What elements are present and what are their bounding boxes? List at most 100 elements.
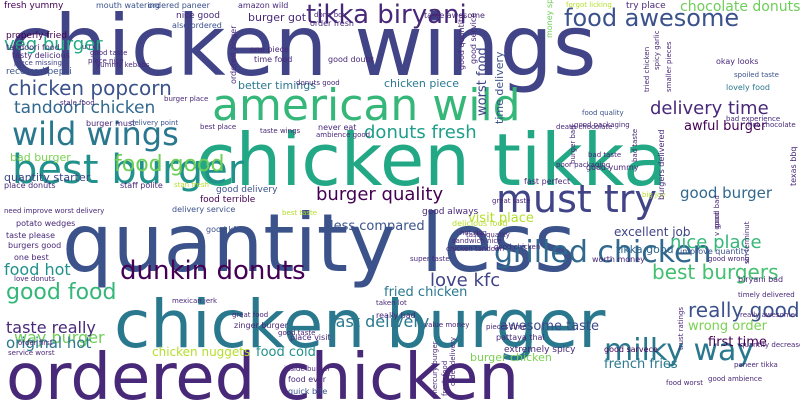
word: stan fresh — [174, 181, 209, 189]
word: forgot licking — [566, 1, 612, 9]
word: good doubt — [328, 55, 374, 64]
word: wild wings — [12, 115, 179, 153]
word: taken lot — [376, 299, 407, 307]
word: quick bite — [288, 387, 328, 396]
word: received pepsi — [6, 67, 72, 77]
word: must try — [496, 177, 657, 221]
word-vertical: order delivery — [449, 337, 457, 386]
word: delicious food — [452, 219, 508, 228]
word: burgers good — [8, 241, 62, 250]
word: fresh yummy — [4, 1, 64, 11]
word-vertical: fresh food — [441, 360, 449, 396]
word: pattaya thai — [496, 333, 545, 342]
word: hot dog — [460, 229, 487, 237]
word: burger chicken — [470, 351, 552, 364]
word: delivery service — [172, 205, 236, 214]
word: best place — [200, 123, 237, 131]
word-vertical: texas bbq — [789, 146, 798, 187]
word: improve quantity — [680, 247, 749, 256]
word: pieces time — [486, 323, 527, 331]
word: place nice — [88, 57, 124, 65]
word: awesome taste — [500, 319, 600, 334]
word: really good — [688, 298, 800, 322]
word: piece missing — [14, 59, 62, 67]
word: milky way — [604, 333, 755, 368]
word: delivery time — [650, 98, 769, 119]
word: extremely spicy — [504, 345, 576, 355]
word: worth money — [592, 255, 645, 264]
word: good taste — [278, 329, 316, 337]
word: tikka good — [616, 243, 674, 256]
word: need improve worst delivery — [4, 207, 105, 215]
word: love kfc — [430, 270, 501, 291]
word: donuts fresh — [364, 122, 477, 143]
word: fried chicken — [384, 285, 468, 300]
word: stale food — [60, 99, 95, 107]
word: good packaging — [574, 121, 630, 129]
word: good ambience — [708, 375, 763, 383]
word: grilled chicken — [494, 235, 712, 270]
word: chicken nuggets — [152, 345, 251, 359]
word-vertical: good quantity — [457, 14, 466, 70]
word: wrong order — [688, 319, 767, 334]
word: food worst — [666, 379, 703, 387]
word: food quality — [582, 109, 624, 117]
word: tikka biryani — [306, 0, 467, 30]
word: food awesome — [564, 4, 740, 32]
word: great food — [232, 311, 269, 319]
word: place visit — [290, 333, 331, 342]
word: ambience good — [316, 131, 371, 139]
word: visit place — [468, 211, 534, 226]
word: good sarvece — [604, 345, 658, 354]
word: bad burger — [10, 151, 71, 164]
word: really bad — [376, 311, 416, 320]
word: taste really — [6, 318, 96, 337]
word: mouth watering — [96, 1, 160, 10]
word: one piece — [250, 45, 289, 54]
word: best burgers — [652, 260, 779, 284]
word: lovely food — [726, 83, 770, 92]
word: original hot — [6, 334, 92, 352]
word: potato wedges — [16, 219, 76, 228]
word: food terrible — [200, 195, 256, 205]
word: good delivery — [216, 185, 278, 195]
word: better timings — [238, 79, 316, 92]
word: way burger — [14, 328, 105, 347]
word: order fresh — [310, 19, 354, 28]
word: place donuts — [4, 181, 56, 190]
word-vertical: v good — [713, 212, 721, 236]
word: time food — [254, 55, 293, 64]
word: food ever — [288, 375, 327, 384]
word: biryani bad — [738, 275, 784, 284]
word: taste please — [6, 231, 56, 240]
word: good yummy — [586, 163, 639, 172]
word: super taste — [410, 255, 450, 263]
word: tandoori food — [6, 43, 60, 52]
word: good food — [6, 280, 117, 305]
word: chicken piece — [384, 77, 459, 90]
word: nice place — [670, 232, 762, 253]
word: fast delivery — [330, 312, 430, 331]
word: french fries — [604, 357, 678, 372]
word: big joy — [642, 191, 666, 199]
word-vertical: burgers delivered — [657, 129, 666, 200]
word: done box — [314, 11, 347, 19]
word: great taste — [492, 197, 531, 205]
word: zinger burger — [234, 321, 288, 330]
word-vertical: burger bad — [569, 125, 577, 164]
word: one best — [14, 253, 49, 262]
word-vertical: tried chicken — [643, 46, 651, 92]
word-vertical: mercury burger — [431, 341, 439, 396]
word-vertical: good service — [469, 12, 478, 64]
word: also ordered — [172, 21, 222, 30]
word: order first — [18, 339, 53, 347]
word: tasty delicious — [12, 51, 70, 60]
word: quantity less — [62, 197, 576, 290]
word: never eat — [318, 123, 357, 132]
word: yummy kebabs — [96, 61, 150, 69]
word: best taste — [282, 209, 318, 217]
word: ordered paneer — [148, 1, 210, 10]
word: quantity decreased — [740, 341, 800, 349]
word: donuts good — [296, 79, 340, 87]
